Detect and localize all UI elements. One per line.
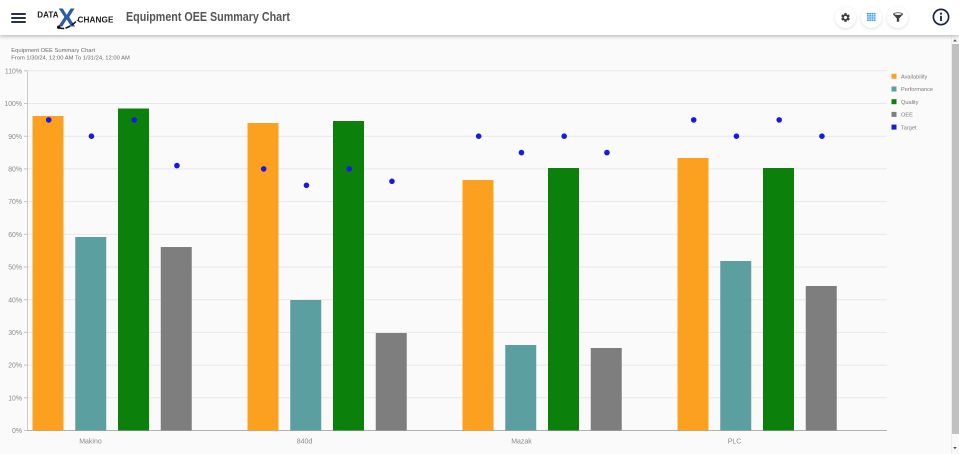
svg-text:Performance: Performance	[901, 87, 933, 93]
svg-text:Makino: Makino	[79, 439, 102, 446]
svg-text:110%: 110%	[5, 68, 22, 75]
svg-text:100%: 100%	[4, 101, 22, 108]
svg-text:PLC: PLC	[728, 439, 742, 446]
svg-text:0%: 0%	[12, 428, 22, 435]
svg-text:70%: 70%	[8, 199, 22, 206]
svg-text:Mazak: Mazak	[511, 439, 532, 446]
svg-text:10%: 10%	[8, 395, 22, 402]
svg-text:Equipment OEE Summary Chart: Equipment OEE Summary Chart	[11, 48, 95, 54]
svg-text:60%: 60%	[8, 232, 22, 239]
svg-text:Quality: Quality	[901, 100, 919, 106]
svg-text:30%: 30%	[8, 330, 22, 337]
svg-text:From 1/30/24, 12:00 AM To 1/31: From 1/30/24, 12:00 AM To 1/31/24, 12:00…	[11, 55, 130, 61]
svg-text:OEE: OEE	[901, 113, 913, 119]
svg-text:Target: Target	[901, 125, 917, 131]
svg-text:40%: 40%	[8, 297, 22, 304]
svg-text:90%: 90%	[8, 134, 22, 141]
svg-text:CHANGE: CHANGE	[78, 15, 115, 24]
svg-text:20%: 20%	[8, 363, 22, 370]
svg-text:DATA: DATA	[37, 11, 59, 20]
svg-text:Availability: Availability	[901, 75, 928, 81]
svg-text:50%: 50%	[8, 265, 22, 272]
svg-text:840d: 840d	[297, 439, 313, 446]
svg-text:80%: 80%	[8, 167, 22, 174]
